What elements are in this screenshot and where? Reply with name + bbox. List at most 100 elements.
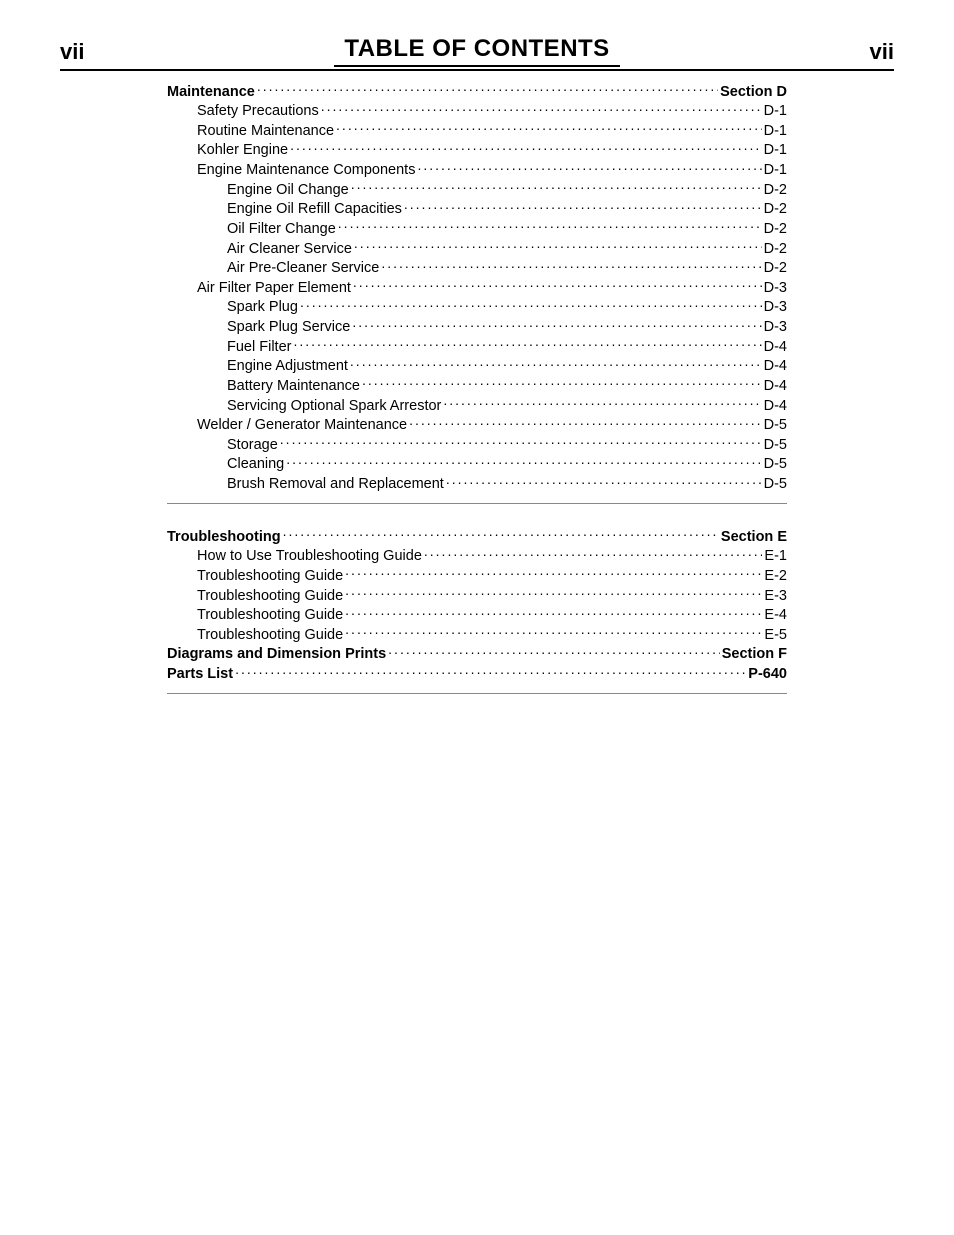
toc-leader-dots	[293, 336, 761, 351]
toc-entry-page: P-640	[748, 665, 787, 683]
page-title: TABLE OF CONTENTS	[334, 35, 619, 67]
toc-entry-page: D-5	[764, 455, 787, 473]
toc-leader-dots	[388, 644, 720, 659]
toc-leader-dots	[257, 81, 718, 96]
toc-entry-page: Section D	[720, 83, 787, 101]
toc-row: How to Use Troubleshooting Guide E-1	[167, 546, 787, 566]
page-number-right: vii	[870, 39, 894, 67]
toc-entry-label: Routine Maintenance	[197, 122, 334, 140]
toc-row: Troubleshooting GuideE-4	[167, 605, 787, 625]
toc-entry-label: Engine Oil Change	[227, 181, 349, 199]
toc-entry-label: Battery Maintenance	[227, 377, 360, 395]
toc-leader-dots	[345, 585, 762, 600]
toc-row: Kohler Engine D-1	[167, 140, 787, 160]
toc-entry-label: Diagrams and Dimension Prints	[167, 645, 386, 663]
toc-row: Maintenance Section D	[167, 81, 787, 101]
toc-row: Welder / Generator Maintenance D-5	[167, 415, 787, 435]
toc-entry-page: D-2	[764, 240, 787, 258]
toc-leader-dots	[336, 120, 762, 135]
toc-entry-label: Kohler Engine	[197, 141, 288, 159]
toc-row: Servicing Optional Spark ArrestorD-4	[167, 395, 787, 415]
toc-row: Fuel FilterD-4	[167, 336, 787, 356]
toc-leader-dots	[381, 258, 761, 273]
toc-row: Troubleshooting Section E	[167, 526, 787, 546]
toc-entry-page: D-5	[764, 416, 787, 434]
toc-entry-label: Engine Maintenance Components	[197, 161, 415, 179]
toc-entry-label: Troubleshooting	[167, 528, 281, 546]
toc-leader-dots	[283, 526, 719, 541]
toc-entry-label: Maintenance	[167, 83, 255, 101]
toc-entry-label: Air Filter Paper Element	[197, 279, 351, 297]
toc-entry-page: D-2	[764, 220, 787, 238]
toc-entry-page: D-1	[764, 102, 787, 120]
toc-entry-label: Engine Adjustment	[227, 357, 348, 375]
toc-entry-label: Engine Oil Refill Capacities	[227, 200, 402, 218]
toc-leader-dots	[352, 317, 761, 332]
toc-leader-dots	[290, 140, 762, 155]
toc-entry-page: D-2	[764, 200, 787, 218]
toc-leader-dots	[417, 160, 761, 175]
toc-leader-dots	[351, 179, 762, 194]
toc-entry-label: Troubleshooting Guide	[197, 587, 343, 605]
toc-leader-dots	[345, 565, 762, 580]
toc-entry-label: Safety Precautions	[197, 102, 319, 120]
toc-row: Engine Oil ChangeD-2	[167, 179, 787, 199]
toc-leader-dots	[345, 624, 762, 639]
toc-entry-page: E-1	[764, 547, 787, 565]
toc-entry-page: D-3	[764, 318, 787, 336]
toc-leader-dots	[300, 297, 762, 312]
toc-leader-dots	[350, 356, 762, 371]
toc-leader-dots	[345, 605, 762, 620]
toc-leader-dots	[321, 101, 762, 116]
toc-entry-label: Brush Removal and Replacement	[227, 475, 444, 493]
page: vii TABLE OF CONTENTS vii Maintenance Sec…	[0, 0, 954, 1235]
toc-container: Maintenance Section D Safety Precautions D-…	[167, 81, 787, 694]
toc-leader-dots	[353, 277, 762, 292]
toc-leader-dots	[362, 375, 762, 390]
toc-entry-label: Air Cleaner Service	[227, 240, 352, 258]
toc-leader-dots	[235, 664, 746, 679]
toc-row: Troubleshooting GuideE-2	[167, 565, 787, 585]
toc-entry-page: Section E	[721, 528, 787, 546]
toc-leader-dots	[409, 415, 762, 430]
toc-entry-label: How to Use Troubleshooting Guide	[197, 547, 422, 565]
toc-entry-label: Spark Plug	[227, 298, 298, 316]
toc-leader-dots	[404, 199, 762, 214]
toc-row: Air Pre-Cleaner Service D-2	[167, 258, 787, 278]
toc-entry-page: D-2	[764, 259, 787, 277]
toc-entry-page: D-1	[764, 122, 787, 140]
toc-row: Diagrams and Dimension PrintsSection F	[167, 644, 787, 664]
toc-row: Battery MaintenanceD-4	[167, 375, 787, 395]
page-header: vii TABLE OF CONTENTS vii	[60, 35, 894, 71]
toc-row: Engine Oil Refill Capacities D-2	[167, 199, 787, 219]
toc-entry-page: E-5	[764, 626, 787, 644]
toc-row: Troubleshooting Guide E-5	[167, 624, 787, 644]
toc-row: Cleaning D-5	[167, 454, 787, 474]
page-number-left: vii	[60, 39, 84, 67]
toc-entry-label: Welder / Generator Maintenance	[197, 416, 407, 434]
toc-section: Maintenance Section D Safety Precautions D-…	[167, 81, 787, 504]
toc-row: Spark PlugD-3	[167, 297, 787, 317]
toc-row: Storage D-5	[167, 434, 787, 454]
toc-row: Engine AdjustmentD-4	[167, 356, 787, 376]
toc-entry-label: Fuel Filter	[227, 338, 291, 356]
toc-row: Oil Filter Change D-2	[167, 218, 787, 238]
toc-entry-label: Parts List	[167, 665, 233, 683]
toc-entry-page: D-1	[764, 141, 787, 159]
toc-entry-label: Spark Plug Service	[227, 318, 350, 336]
toc-entry-label: Troubleshooting Guide	[197, 626, 343, 644]
toc-leader-dots	[286, 454, 761, 469]
toc-entry-page: E-3	[764, 587, 787, 605]
toc-leader-dots	[354, 238, 762, 253]
toc-entry-label: Troubleshooting Guide	[197, 567, 343, 585]
toc-section: TroubleshootingSection EHow to Use Troub…	[167, 526, 787, 694]
toc-entry-page: D-5	[764, 436, 787, 454]
toc-entry-page: D-1	[764, 161, 787, 179]
toc-row: Routine Maintenance D-1	[167, 120, 787, 140]
toc-entry-label: Oil Filter Change	[227, 220, 336, 238]
toc-entry-label: Servicing Optional Spark Arrestor	[227, 397, 441, 415]
toc-entry-label: Storage	[227, 436, 278, 454]
toc-entry-label: Cleaning	[227, 455, 284, 473]
toc-row: Parts List P-640	[167, 664, 787, 684]
toc-entry-label: Air Pre-Cleaner Service	[227, 259, 379, 277]
